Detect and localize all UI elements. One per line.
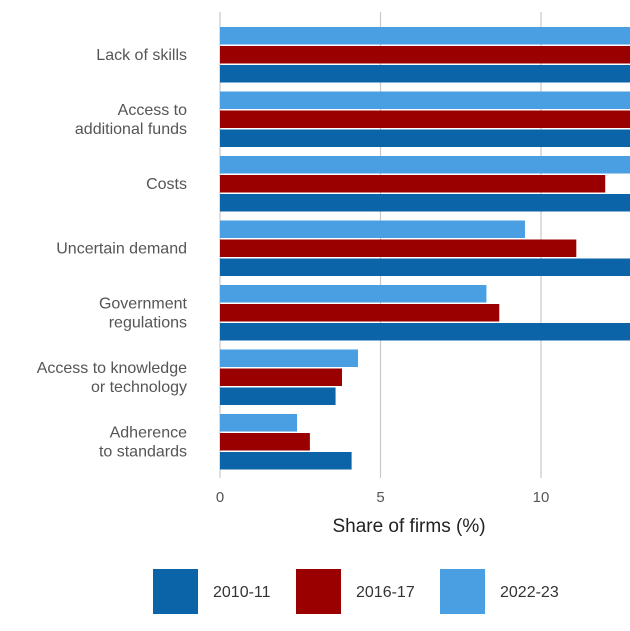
bar-2016-17-5 [220,368,342,386]
bar-2010-11-6 [220,452,352,470]
bar-2022-23-0 [220,27,630,45]
bar-2010-11-2 [220,194,630,212]
bar-2016-17-6 [220,433,310,451]
bar-2022-23-6 [220,414,298,432]
category-label: Uncertain demand [56,240,187,257]
category-label: Access to [118,102,187,119]
bars [220,27,630,470]
bar-2022-23-4 [220,285,487,303]
x-tick-label: 10 [533,489,550,506]
bar-2022-23-2 [220,156,630,174]
bar-2022-23-1 [220,91,630,109]
bar-2010-11-4 [220,323,630,341]
category-label: Adherence [110,424,187,441]
legend-label-2022-23: 2022-23 [500,584,559,601]
bar-2010-11-0 [220,65,630,83]
legend-swatch-2010-11 [153,569,198,614]
legend-label-2010-11: 2010-11 [213,584,271,601]
x-tick-label: 0 [216,489,224,506]
bar-2016-17-1 [220,110,630,128]
category-labels: Lack of skills Access to additional funds C… [37,47,188,461]
bar-2022-23-3 [220,220,525,238]
category-label: to standards [99,443,187,460]
bar-2010-11-5 [220,387,336,405]
bar-2010-11-3 [220,258,630,276]
legend-label-2016-17: 2016-17 [356,584,415,601]
category-label: regulations [109,314,187,331]
category-label: Lack of skills [96,47,187,64]
legend: 2010-11 2016-17 2022-23 [153,569,559,614]
category-label: additional funds [75,121,187,138]
legend-swatch-2022-23 [440,569,485,614]
bar-2010-11-1 [220,129,630,147]
bar-2016-17-0 [220,46,630,64]
x-axis-title: Share of firms (%) [332,516,485,537]
category-label: Access to knowledge [37,360,187,377]
bar-2016-17-4 [220,304,500,322]
category-label: Government [99,295,188,312]
category-label: or technology [91,379,187,396]
category-label: Costs [146,176,187,193]
x-tick-label: 5 [376,489,384,506]
bar-2016-17-2 [220,175,606,193]
bar-2022-23-5 [220,349,359,367]
legend-swatch-2016-17 [296,569,341,614]
bar-2016-17-3 [220,239,577,257]
x-tick-labels: 05101520 [216,489,550,506]
